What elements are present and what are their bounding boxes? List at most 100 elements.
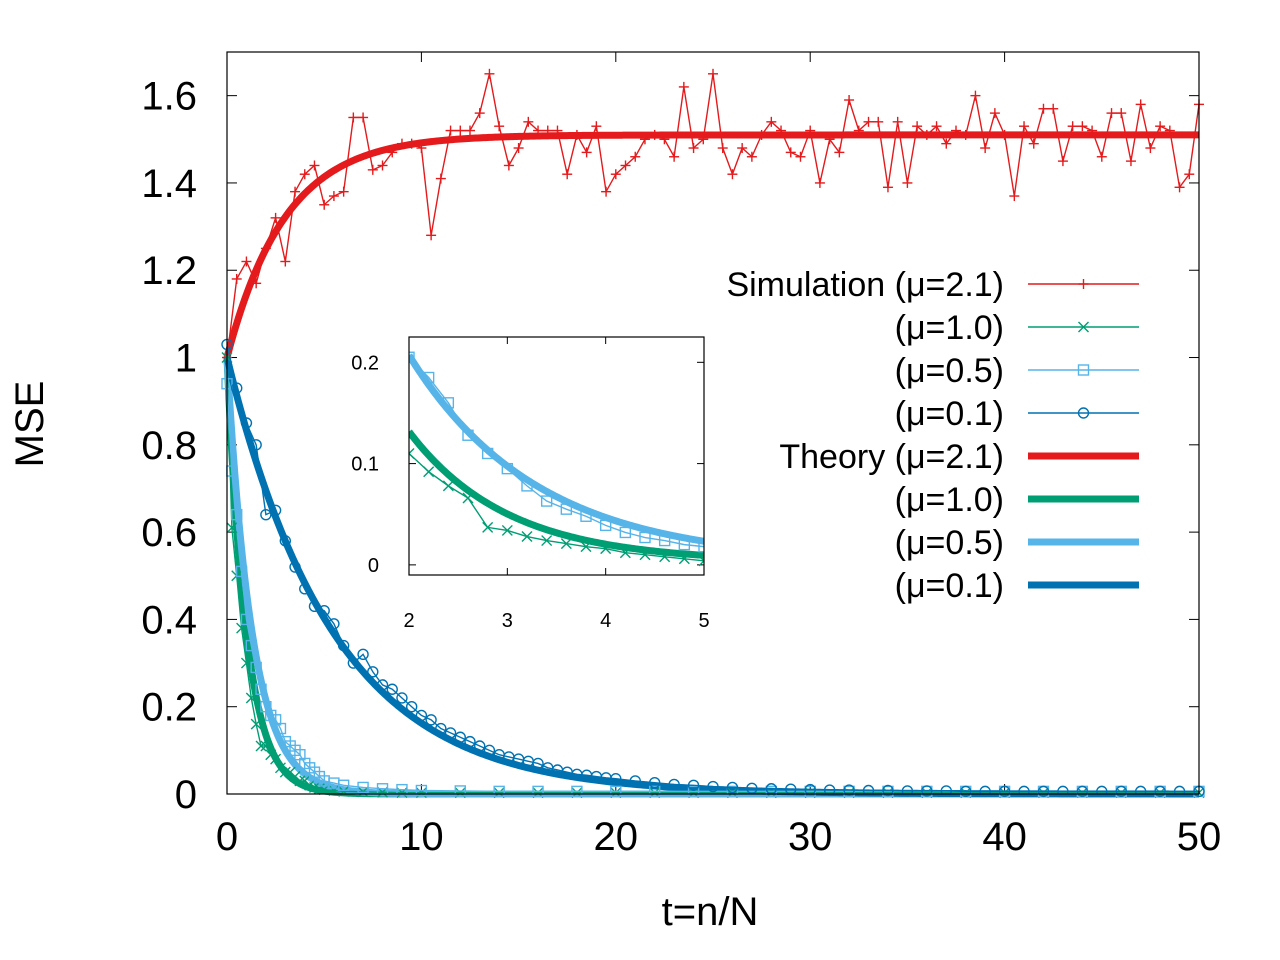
legend-sample-marker-1 bbox=[1078, 321, 1089, 333]
data-point-0-39 bbox=[601, 186, 612, 197]
data-point-3-47 bbox=[746, 782, 758, 795]
data-point-3-53 bbox=[862, 784, 875, 797]
legend-entry-label-2: (μ=0.5) bbox=[895, 352, 1004, 390]
inset-data-point-0-5-b bbox=[501, 524, 513, 536]
data-point-0-78 bbox=[980, 143, 991, 154]
simulation-line-3 bbox=[226, 344, 1199, 793]
inset-data-point-1-0 bbox=[409, 351, 415, 363]
data-point-3-26 bbox=[474, 740, 486, 752]
inset-data-point-1-6 bbox=[521, 480, 533, 492]
inset-data-point-0-2 bbox=[442, 480, 454, 492]
data-point-0-87 bbox=[1067, 121, 1078, 132]
inset-simulation-line-0 bbox=[409, 452, 704, 562]
data-point-3-45 bbox=[707, 780, 719, 793]
data-point-0-22 bbox=[435, 173, 446, 184]
data-point-0-67 bbox=[873, 116, 884, 127]
data-point-0-65 bbox=[853, 125, 864, 136]
data-point-0-19 bbox=[406, 138, 417, 149]
data-point-3-64 bbox=[1076, 785, 1089, 798]
legend-sample-marker-3 bbox=[1077, 407, 1090, 419]
inset-data-point-0-10 bbox=[600, 543, 612, 555]
legend-sample-marker-1-b bbox=[1078, 321, 1089, 333]
data-point-2-25 bbox=[396, 783, 408, 796]
data-point-3-65 bbox=[1096, 785, 1108, 798]
data-point-0-6 bbox=[280, 256, 291, 267]
simulation-series-0 bbox=[222, 68, 1204, 363]
inset-data-point-1-10 bbox=[599, 519, 612, 532]
data-point-0-68 bbox=[882, 182, 893, 193]
data-point-0-14 bbox=[358, 112, 369, 123]
inset-data-point-1-12 bbox=[639, 531, 651, 544]
inset-data-point-0-15 bbox=[698, 555, 704, 567]
x-tick-label: 10 bbox=[399, 815, 444, 859]
data-point-3-3 bbox=[250, 439, 262, 451]
data-point-3-14 bbox=[357, 648, 369, 661]
data-point-0-62 bbox=[824, 134, 835, 145]
data-point-1-15 bbox=[294, 775, 306, 787]
data-point-0-83 bbox=[1028, 138, 1039, 149]
legend-entry-label-6: (μ=0.5) bbox=[895, 524, 1004, 562]
data-point-1-1 bbox=[226, 522, 238, 534]
inset-frame bbox=[408, 336, 705, 576]
inset-simulation-series-0 bbox=[409, 447, 704, 567]
data-point-2-6 bbox=[250, 661, 262, 674]
legend-series-label: (μ=2.1) bbox=[895, 266, 1004, 304]
data-point-0-58 bbox=[785, 147, 796, 158]
data-point-0-70 bbox=[902, 177, 913, 188]
data-point-0-33 bbox=[542, 125, 553, 136]
data-point-1-7-b bbox=[255, 740, 267, 752]
inset-data-point-0-4-b bbox=[482, 521, 494, 533]
data-point-0-17 bbox=[387, 147, 398, 158]
data-point-3-50 bbox=[804, 783, 816, 796]
data-point-0-75 bbox=[951, 125, 961, 136]
data-point-0-88 bbox=[1077, 121, 1088, 132]
x-tick-label: 0 bbox=[216, 815, 238, 859]
data-point-0-50 bbox=[708, 68, 718, 79]
legend-sample-marker-2 bbox=[1077, 364, 1090, 376]
data-point-0-24 bbox=[455, 125, 466, 136]
inset-data-point-0-1 bbox=[423, 466, 435, 478]
data-point-3-16 bbox=[376, 679, 389, 691]
data-point-0-64 bbox=[844, 95, 855, 106]
inset-data-point-1-14 bbox=[678, 538, 691, 551]
x-tick-label: 30 bbox=[788, 815, 833, 859]
inset-data-point-0-15-b bbox=[698, 559, 704, 567]
inset-data-point-1-13 bbox=[658, 534, 671, 547]
data-point-0-34 bbox=[552, 125, 563, 136]
data-point-0-46 bbox=[669, 151, 680, 162]
y-tick-label: 1 bbox=[175, 337, 197, 381]
data-point-1-15-b bbox=[294, 775, 306, 787]
data-point-0-18 bbox=[396, 138, 407, 149]
data-point-0-15 bbox=[367, 164, 378, 175]
data-point-0-43 bbox=[639, 134, 650, 145]
data-point-0-94 bbox=[1135, 99, 1146, 110]
inset-data-point-1-9 bbox=[580, 510, 592, 522]
legend-series-label: (μ=0.5) bbox=[895, 524, 1004, 562]
data-point-0-36 bbox=[571, 129, 582, 140]
inset-data-point-1-2 bbox=[442, 397, 455, 409]
data-point-0-23 bbox=[445, 125, 456, 136]
x-tick-label: 20 bbox=[594, 815, 639, 859]
data-point-0-11 bbox=[328, 191, 339, 202]
inset-data-point-0-14 bbox=[678, 553, 690, 565]
y-tick-label: 1.6 bbox=[141, 75, 197, 119]
data-point-3-46 bbox=[726, 781, 739, 794]
data-point-3-19 bbox=[405, 701, 418, 713]
data-point-0-60 bbox=[805, 125, 816, 136]
data-point-0-13 bbox=[348, 112, 359, 123]
data-point-0-82 bbox=[1019, 121, 1030, 132]
data-point-3-61 bbox=[1018, 785, 1030, 798]
data-point-0-97 bbox=[1164, 125, 1175, 136]
data-point-2-11 bbox=[274, 722, 287, 735]
data-point-1-12-b bbox=[279, 766, 291, 778]
data-point-2-33 bbox=[687, 785, 700, 798]
data-point-2-32 bbox=[648, 785, 661, 798]
data-point-0-29 bbox=[503, 160, 514, 171]
inset-data-point-0-11-b bbox=[619, 547, 631, 559]
data-point-3-24 bbox=[454, 731, 466, 743]
data-point-3-66 bbox=[1115, 785, 1127, 798]
data-point-3-20 bbox=[415, 709, 428, 722]
data-point-0-48 bbox=[688, 143, 699, 154]
data-point-0-53 bbox=[737, 143, 748, 154]
theory-line-0 bbox=[223, 131, 1201, 359]
